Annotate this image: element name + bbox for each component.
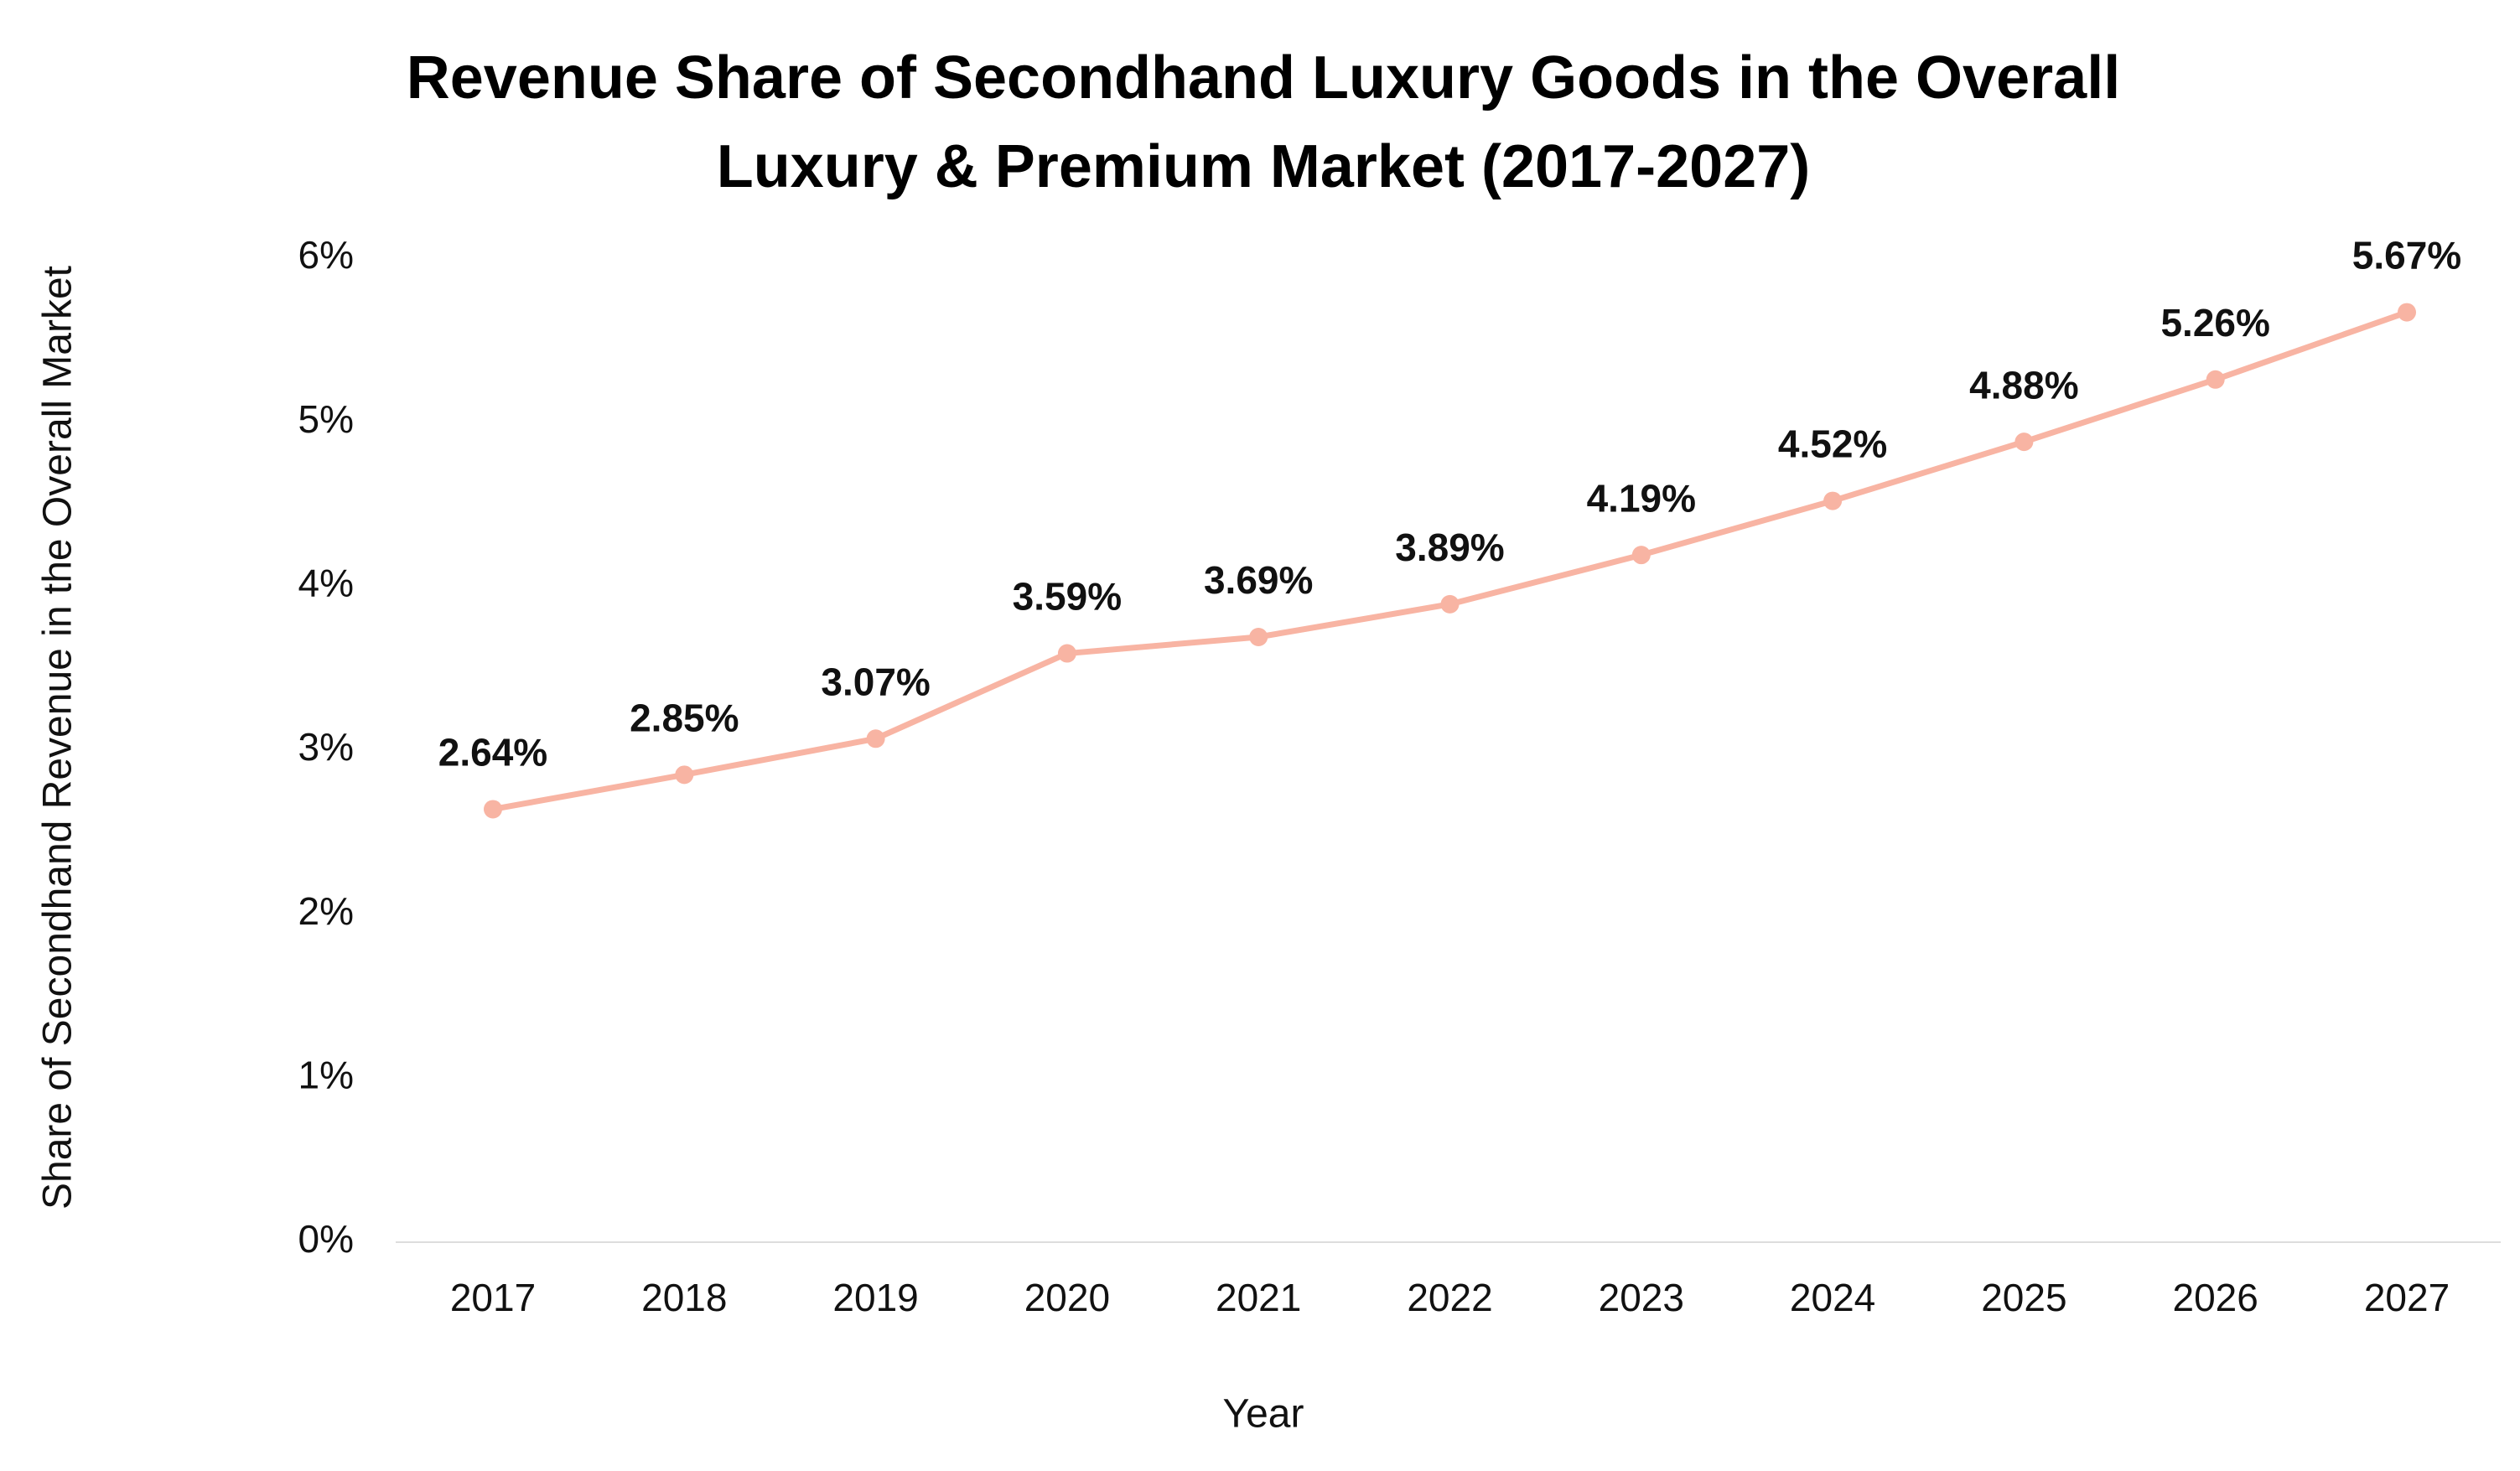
- data-point: [1249, 627, 1268, 646]
- data-label: 5.67%: [2352, 234, 2461, 277]
- x-tick-label: 2024: [1790, 1276, 1875, 1319]
- data-point: [675, 765, 694, 785]
- data-label: 4.52%: [1778, 422, 1887, 466]
- data-point: [2398, 303, 2416, 322]
- chart-title: Revenue Share of Secondhand Luxury Goods…: [406, 44, 2121, 200]
- x-tick-label: 2019: [832, 1276, 918, 1319]
- y-tick-label: 2%: [298, 889, 354, 933]
- data-point: [1631, 546, 1651, 565]
- data-label: 5.26%: [2160, 301, 2269, 344]
- data-label: 2.64%: [438, 731, 547, 774]
- y-tick-label: 5%: [298, 397, 354, 441]
- y-tick-label: 4%: [298, 561, 354, 604]
- data-point: [866, 729, 885, 748]
- data-point: [1823, 491, 1843, 510]
- data-point: [1057, 644, 1076, 663]
- data-point: [484, 800, 502, 819]
- x-tick-label: 2018: [641, 1276, 727, 1319]
- y-tick-label: 1%: [298, 1053, 354, 1096]
- y-tick-label: 6%: [298, 233, 354, 277]
- data-label: 4.88%: [1969, 363, 2078, 407]
- x-tick-label: 2020: [1024, 1276, 1110, 1319]
- data-label: 3.69%: [1204, 558, 1313, 602]
- data-label: 4.19%: [1587, 476, 1696, 520]
- y-tick-label: 3%: [298, 725, 354, 769]
- x-tick-label: 2022: [1407, 1276, 1492, 1319]
- data-point: [2206, 370, 2225, 389]
- x-tick-label: 2027: [2364, 1276, 2450, 1319]
- data-label: 2.85%: [630, 697, 739, 740]
- x-tick-label: 2026: [2173, 1276, 2258, 1319]
- x-axis-title: Year: [1223, 1392, 1304, 1437]
- data-point: [2014, 432, 2034, 452]
- x-tick-label: 2023: [1599, 1276, 1684, 1319]
- data-label: 3.07%: [821, 660, 930, 703]
- x-tick-label: 2025: [1981, 1276, 2066, 1319]
- y-axis-title: Share of Secondhand Revenue in the Overa…: [36, 266, 80, 1209]
- x-tick-label: 2017: [450, 1276, 536, 1319]
- x-tick-label: 2021: [1216, 1276, 1301, 1319]
- data-point: [1440, 594, 1460, 614]
- data-label: 3.59%: [1013, 575, 1122, 619]
- y-tick-label: 0%: [298, 1217, 354, 1261]
- data-label: 3.89%: [1395, 526, 1504, 569]
